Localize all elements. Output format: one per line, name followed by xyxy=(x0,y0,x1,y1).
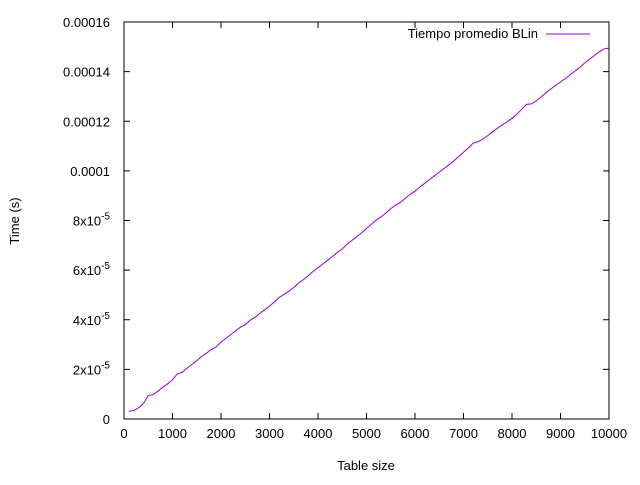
x-axis: 0 1000 2000 3000 4000 5000 6000 7000 8000 9000 100… xyxy=(120,22,627,441)
series-layer xyxy=(128,47,610,412)
y-tick-label: 2x10-5 xyxy=(73,360,111,377)
y-tick-label: 0.00012 xyxy=(63,114,110,129)
y-tick-label: 4x10-5 xyxy=(73,311,111,328)
x-tick-label: 6000 xyxy=(401,426,430,441)
x-axis-label: Table size xyxy=(337,458,395,473)
x-tick-label: 9000 xyxy=(546,426,575,441)
y-tick-label: 0.00016 xyxy=(63,15,110,30)
y-axis-label: Time (s) xyxy=(7,197,22,244)
x-tick-label: 2000 xyxy=(207,426,236,441)
x-tick-label: 0 xyxy=(120,426,127,441)
x-tick-label: 10000 xyxy=(591,426,627,441)
x-tick-label: 7000 xyxy=(449,426,478,441)
x-tick-label: 8000 xyxy=(498,426,527,441)
y-tick-label: 0 xyxy=(103,412,110,427)
x-tick-label: 1000 xyxy=(158,426,187,441)
series-line xyxy=(128,47,610,412)
y-tick-label: 0.00014 xyxy=(63,65,110,80)
y-tick-label: 8x10-5 xyxy=(73,212,111,229)
legend: Tiempo promedio BLin xyxy=(408,26,590,41)
y-tick-label: 6x10-5 xyxy=(73,261,111,278)
plot-frame xyxy=(123,21,610,420)
legend-label: Tiempo promedio BLin xyxy=(408,26,538,41)
x-tick-label: 4000 xyxy=(304,426,333,441)
y-tick-label: 0.0001 xyxy=(70,164,110,179)
y-axis: 0 2x10-5 4x10-5 6x10-5 8x10-5 0.0001 0.00012 0.… xyxy=(63,15,609,427)
x-tick-label: 5000 xyxy=(352,426,381,441)
x-tick-label: 3000 xyxy=(255,426,284,441)
